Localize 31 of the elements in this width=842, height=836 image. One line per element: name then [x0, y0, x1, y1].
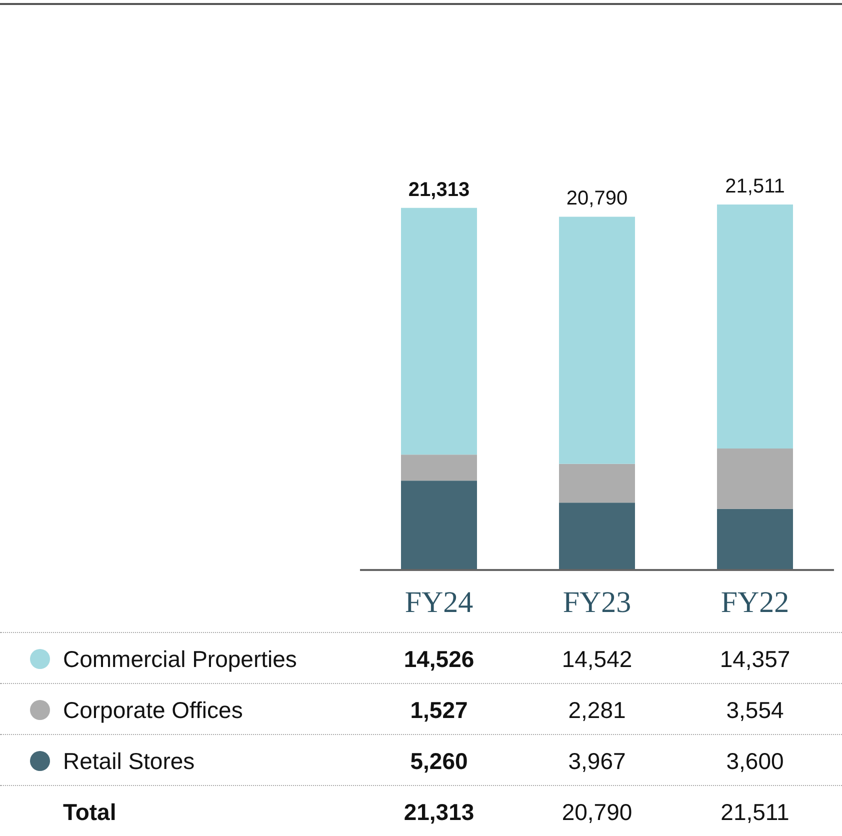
data-label: 14,526 — [402, 646, 476, 673]
data-label: 2,281 — [567, 697, 627, 724]
x-tick-label: FY22 — [720, 586, 790, 619]
bar — [717, 204, 793, 448]
bar — [717, 448, 793, 509]
bar — [401, 454, 477, 481]
data-label: 5,260 — [409, 748, 469, 775]
bar — [559, 502, 635, 570]
bar — [717, 508, 793, 570]
data-label: 1,527 — [409, 697, 469, 724]
x-tick-label: FY23 — [562, 586, 632, 619]
x-tick-label: FY24 — [404, 586, 474, 619]
data-label: 3,554 — [725, 697, 785, 724]
legend-label: Commercial Properties — [63, 646, 297, 673]
bar — [559, 216, 635, 464]
data-label: 14,542 — [560, 646, 634, 673]
legend-label: Corporate Offices — [63, 697, 243, 724]
data-label: 3,600 — [725, 748, 785, 775]
total-label: 20,790 — [566, 188, 628, 210]
text: 21,313 — [404, 799, 474, 825]
legend-label: Retail Stores — [63, 748, 195, 775]
data-label: 3,967 — [567, 748, 627, 775]
total-label: 21,313 — [408, 178, 470, 201]
bar — [401, 480, 477, 570]
bar — [559, 464, 635, 503]
text: 21,511 — [720, 799, 790, 825]
text: 20,790 — [562, 799, 632, 825]
data-label: 14,357 — [718, 646, 792, 673]
total-label: 21,511 — [725, 175, 785, 198]
text: Total — [63, 799, 116, 826]
bar — [401, 208, 477, 455]
